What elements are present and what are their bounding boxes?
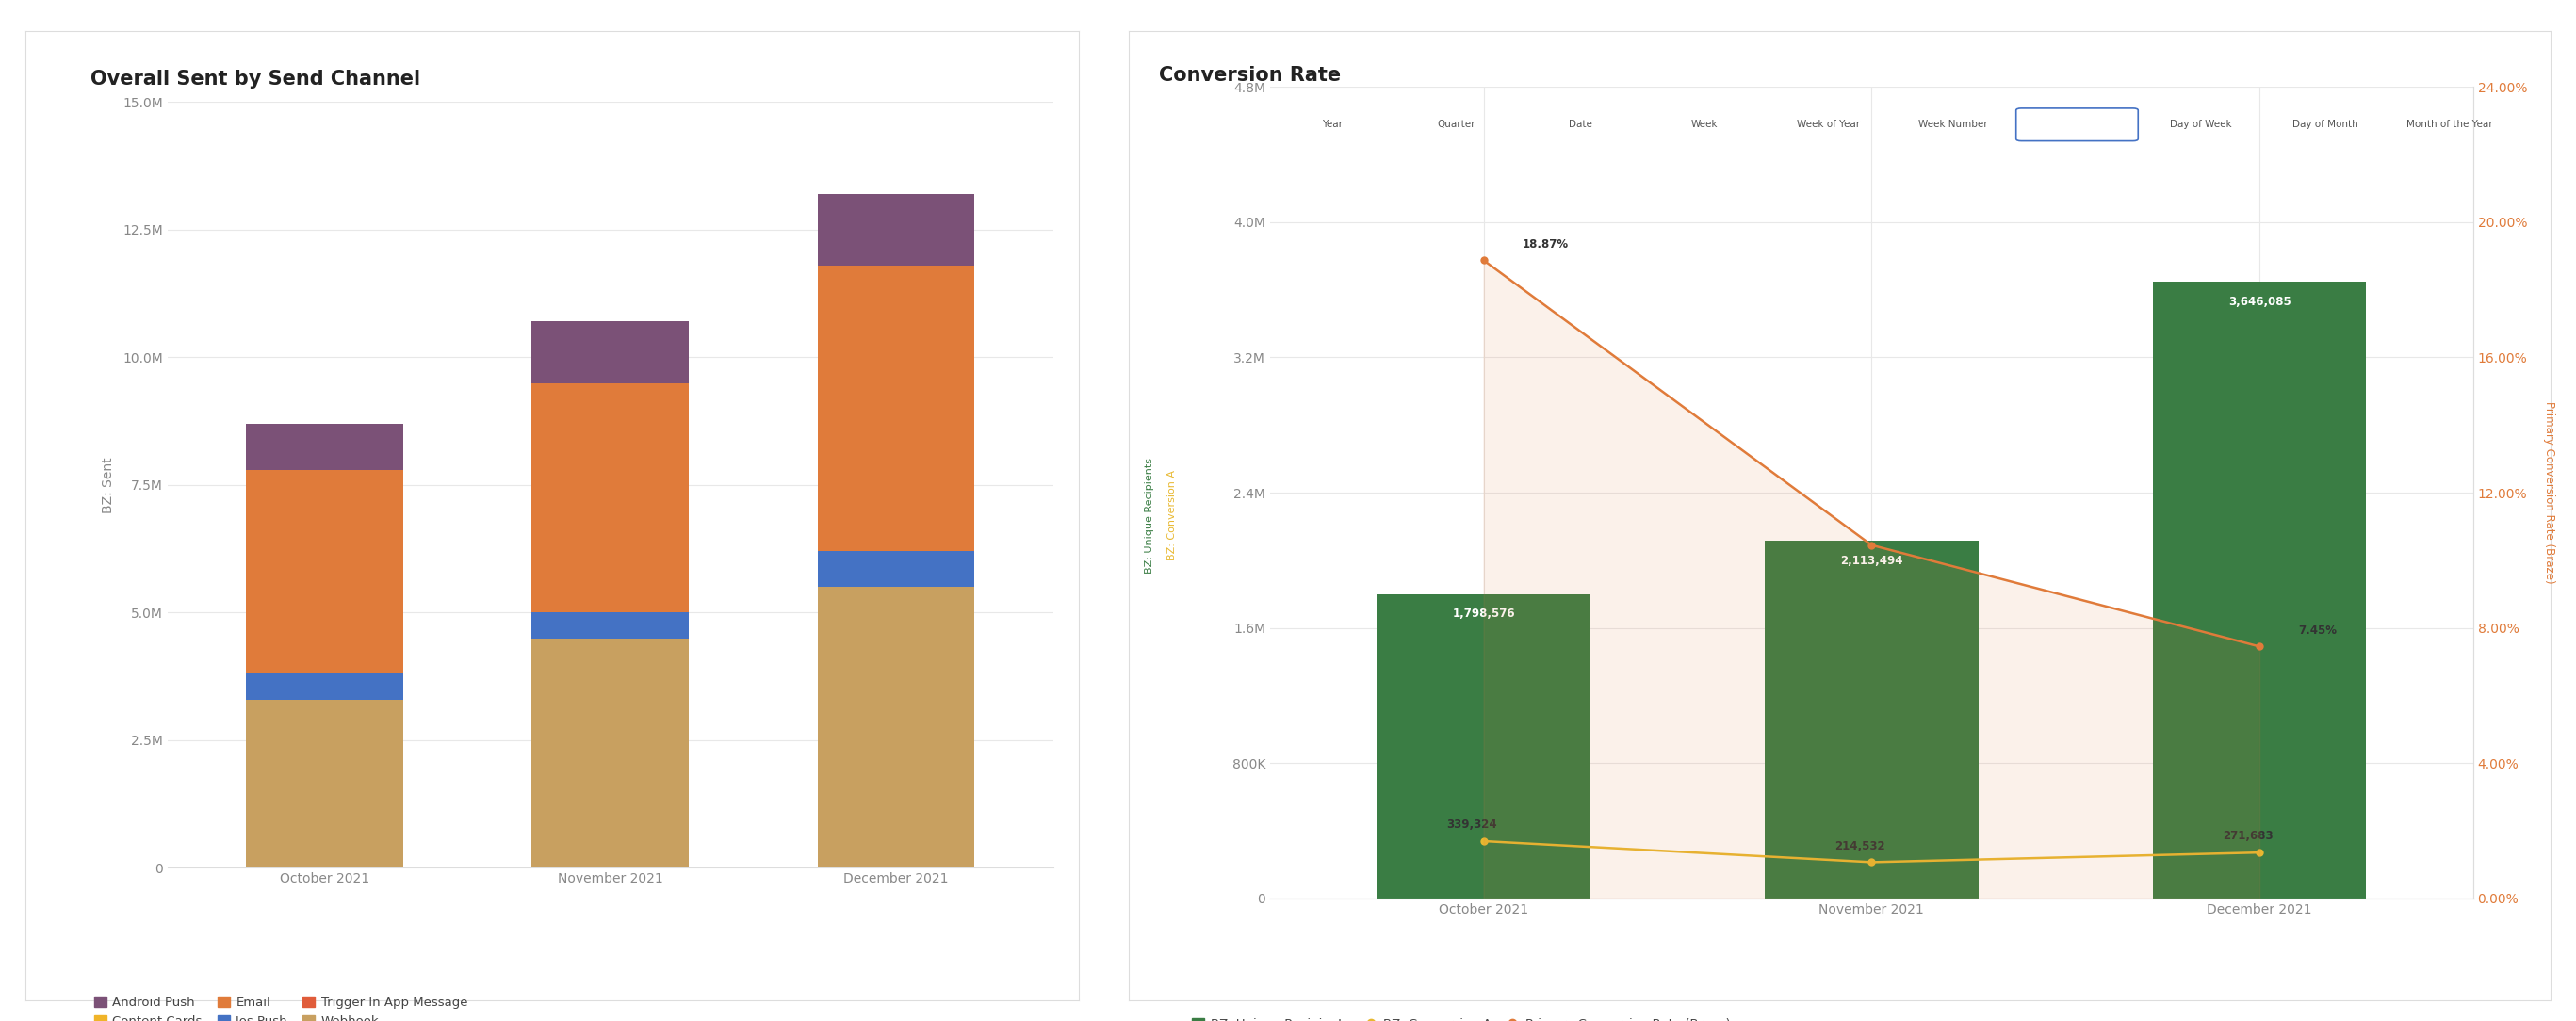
- Bar: [531, 613, 688, 638]
- Text: Day of Week: Day of Week: [2172, 119, 2233, 130]
- Text: BZ: Conversion A: BZ: Conversion A: [1167, 471, 1177, 561]
- Bar: [2154, 282, 2367, 898]
- Text: Quarter: Quarter: [1437, 119, 1476, 130]
- Text: Day of Month: Day of Month: [2293, 119, 2357, 130]
- Text: Year: Year: [1321, 119, 1342, 130]
- Legend: Android Push, Content Cards, Control, Email, Ios Push, Trigger In App Message, W: Android Push, Content Cards, Control, Em…: [93, 996, 469, 1021]
- Text: Overall Sent by Send Channel: Overall Sent by Send Channel: [90, 69, 420, 88]
- Text: 7.45%: 7.45%: [2298, 624, 2336, 636]
- Bar: [531, 322, 688, 383]
- Bar: [817, 194, 974, 265]
- Text: BZ: Unique Recipients: BZ: Unique Recipients: [1144, 457, 1154, 574]
- Y-axis label: Primary Conversion Rate (Braze): Primary Conversion Rate (Braze): [2543, 401, 2555, 584]
- Bar: [247, 699, 404, 868]
- Text: 271,683: 271,683: [2223, 830, 2272, 842]
- Text: 214,532: 214,532: [1834, 840, 1886, 853]
- Bar: [531, 638, 688, 868]
- Text: 18.87%: 18.87%: [1522, 238, 1569, 250]
- Text: 1,798,576: 1,798,576: [1453, 607, 1515, 620]
- Bar: [817, 265, 974, 551]
- Y-axis label: BZ: Sent: BZ: Sent: [100, 456, 116, 514]
- Bar: [1765, 541, 1978, 898]
- Text: 2,113,494: 2,113,494: [1839, 554, 1904, 567]
- Bar: [817, 587, 974, 868]
- Bar: [247, 674, 404, 699]
- Text: 3,646,085: 3,646,085: [2228, 295, 2290, 307]
- Text: 339,324: 339,324: [1448, 819, 1497, 831]
- Text: Week Number: Week Number: [1919, 119, 1989, 130]
- Text: Date: Date: [1569, 119, 1592, 130]
- Legend: BZ: Unique Recipients, BZ: Conversion A, Primary Conversion Rate (Braze): BZ: Unique Recipients, BZ: Conversion A,…: [1193, 1018, 1731, 1021]
- Text: Month: Month: [2061, 119, 2092, 130]
- Bar: [817, 551, 974, 587]
- Bar: [247, 470, 404, 674]
- Bar: [531, 383, 688, 613]
- Text: Conversion Rate: Conversion Rate: [1159, 66, 1342, 85]
- Text: Month of the Year: Month of the Year: [2406, 119, 2494, 130]
- Text: Week: Week: [1692, 119, 1718, 130]
- Bar: [1376, 594, 1589, 898]
- Bar: [247, 424, 404, 470]
- Text: Week of Year: Week of Year: [1798, 119, 1860, 130]
